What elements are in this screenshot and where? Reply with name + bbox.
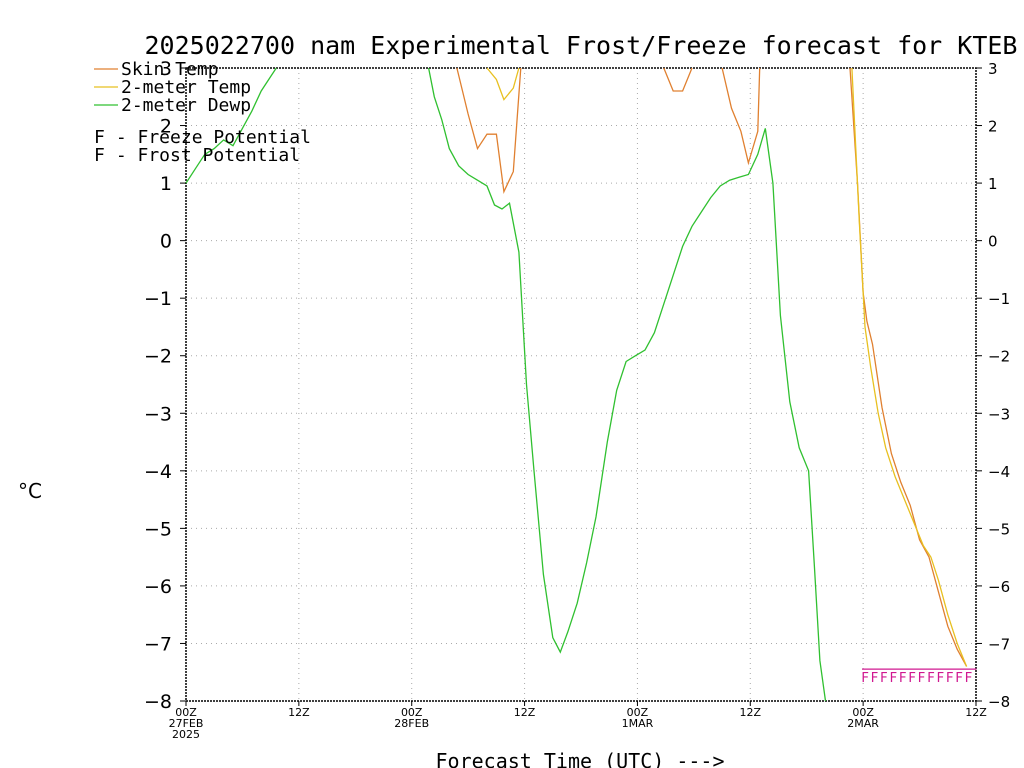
y-tick-label: −3 bbox=[144, 403, 172, 425]
y-tick-label: −4 bbox=[144, 461, 172, 483]
freeze-mark: F bbox=[927, 671, 935, 686]
legend-freeze-label: - Freeze Potential bbox=[105, 127, 311, 148]
freeze-mark: F bbox=[861, 671, 869, 686]
series-line-1 bbox=[486, 67, 520, 101]
legend-frost-letter: F bbox=[94, 145, 105, 166]
x-tick-label: 12Z bbox=[288, 706, 310, 719]
y-tick-label-right: 2 bbox=[988, 118, 998, 136]
series-line-0 bbox=[849, 67, 968, 667]
x-tick-label: 28FEB bbox=[394, 717, 429, 730]
y-tick-label-right: −5 bbox=[988, 520, 1010, 538]
freeze-mark: F bbox=[946, 671, 954, 686]
freeze-mark: F bbox=[880, 671, 888, 686]
freeze-mark: F bbox=[955, 671, 963, 686]
y-tick-label-right: 3 bbox=[988, 60, 998, 78]
y-tick-label: 3 bbox=[160, 58, 172, 80]
grid-lines bbox=[186, 68, 976, 701]
legend-label-skin-temp: Skin Temp bbox=[121, 59, 219, 80]
y-tick-label-right: 1 bbox=[988, 175, 998, 193]
y-tick-label: −5 bbox=[144, 518, 172, 540]
series-line-0 bbox=[456, 67, 522, 194]
y-axis-right: 3 2 1 0 −1 −2 −3 −4 −5 −6 −7 −8 bbox=[976, 60, 1010, 711]
freeze-mark: F bbox=[908, 671, 916, 686]
y-tick-label: −1 bbox=[144, 288, 172, 310]
y-axis-left: 3 2 1 0 −1 −2 −3 −4 −5 −6 −7 −8 bbox=[144, 58, 186, 713]
y-tick-label-right: −8 bbox=[988, 693, 1010, 711]
x-tick-label: 2MAR bbox=[847, 717, 879, 730]
y-tick-label: −8 bbox=[144, 691, 172, 713]
x-axis-label: Forecast Time (UTC) ---> bbox=[436, 749, 725, 768]
y-tick-label-right: 0 bbox=[988, 233, 998, 251]
series-line-2 bbox=[427, 67, 827, 702]
freeze-mark: F bbox=[889, 671, 897, 686]
y-tick-label-right: −7 bbox=[988, 635, 1010, 653]
freeze-mark: F bbox=[899, 671, 907, 686]
y-tick-label-right: −2 bbox=[988, 348, 1010, 366]
x-tick-label: 27FEB bbox=[169, 717, 204, 730]
y-axis-label: °C bbox=[18, 479, 42, 503]
freeze-mark: F bbox=[965, 671, 973, 686]
chart-title: 2025022700 nam Experimental Frost/Freeze… bbox=[145, 31, 1018, 60]
y-tick-label-right: −1 bbox=[988, 290, 1010, 308]
x-tick-label: 2025 bbox=[172, 728, 200, 741]
x-tick-label: 1MAR bbox=[622, 717, 654, 730]
y-tick-label: 2 bbox=[160, 116, 172, 138]
series-line-0 bbox=[663, 67, 693, 92]
y-tick-label: −2 bbox=[144, 346, 172, 368]
x-tick-label: 00Z bbox=[175, 706, 197, 719]
freeze-mark: F bbox=[936, 671, 944, 686]
y-tick-label-right: −6 bbox=[988, 578, 1010, 596]
y-tick-label: −6 bbox=[144, 576, 172, 598]
legend-label-2m-temp: 2-meter Temp bbox=[121, 77, 251, 98]
x-tick-label: 00Z bbox=[401, 706, 423, 719]
x-tick-label: 12Z bbox=[740, 706, 762, 719]
plot-frame bbox=[185, 67, 977, 702]
y-tick-label-right: −4 bbox=[988, 463, 1010, 481]
series-line-1 bbox=[851, 67, 968, 667]
x-tick-label: 00Z bbox=[627, 706, 649, 719]
y-tick-label: −7 bbox=[144, 633, 172, 655]
y-tick-label-right: −3 bbox=[988, 405, 1010, 423]
y-tick-label: 0 bbox=[160, 231, 172, 253]
freeze-mark: F bbox=[918, 671, 926, 686]
legend: Skin Temp 2-meter Temp 2-meter Dewp F - … bbox=[94, 59, 311, 166]
x-tick-label: 12Z bbox=[965, 706, 987, 719]
freeze-mark: F bbox=[871, 671, 879, 686]
series-line-2 bbox=[185, 67, 277, 184]
series-lines bbox=[185, 67, 968, 702]
legend-frost-label: - Frost Potential bbox=[105, 145, 300, 166]
x-tick-label: 00Z bbox=[852, 706, 874, 719]
series-line-0 bbox=[721, 67, 761, 166]
y-tick-label: 1 bbox=[160, 173, 172, 195]
legend-freeze-letter: F bbox=[94, 127, 105, 148]
x-tick-label: 12Z bbox=[514, 706, 536, 719]
legend-label-2m-dewp: 2-meter Dewp bbox=[121, 95, 251, 116]
